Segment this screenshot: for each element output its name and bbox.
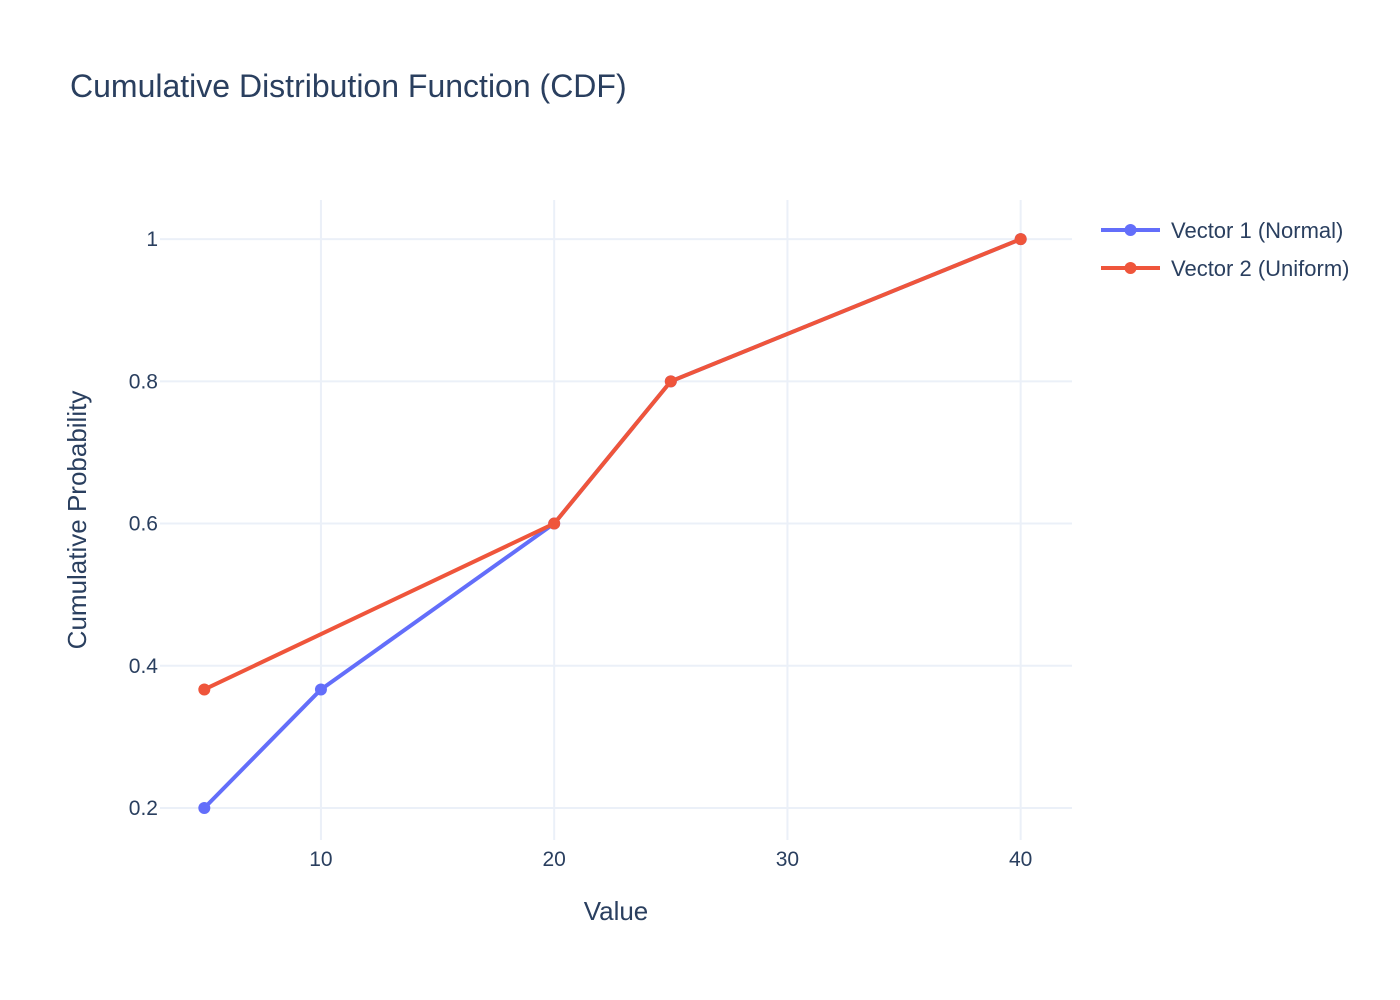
- legend-marker-2: [1124, 262, 1137, 274]
- series-2-point: [548, 517, 561, 530]
- series-line-2: [202, 237, 1023, 692]
- x-tick-label: 40: [1009, 848, 1032, 871]
- y-tick-label: 0.8: [129, 370, 158, 393]
- y-tick-label: 0.4: [129, 655, 159, 678]
- x-axis-title: Value: [584, 896, 649, 926]
- legend-label-1: Vector 1 (Normal): [1171, 218, 1343, 243]
- x-tick-label: 20: [543, 848, 566, 871]
- y-tick-label: 0.6: [129, 513, 158, 536]
- series-2-point: [198, 683, 211, 696]
- series-1-point: [198, 802, 211, 814]
- x-tick-label: 30: [776, 848, 799, 871]
- legend-label-2: Vector 2 (Uniform): [1171, 256, 1350, 281]
- series-layer: [198, 233, 1027, 814]
- x-tick-label: 10: [309, 848, 332, 871]
- grid-layer: [160, 200, 1072, 840]
- legend-marker-1: [1124, 224, 1137, 236]
- legend: Vector 1 (Normal) Vector 2 (Uniform): [1101, 218, 1350, 281]
- series-2-point: [664, 375, 677, 388]
- chart-title: Cumulative Distribution Function (CDF): [70, 68, 627, 104]
- series-2-point: [1014, 233, 1027, 246]
- tick-label-layer: 10 20 30 40 0.2 0.4 0.6 0.8 1: [129, 228, 1033, 871]
- y-tick-label: 0.2: [129, 797, 158, 820]
- y-tick-label: 1: [146, 228, 158, 251]
- series-1-point: [314, 683, 327, 696]
- y-axis-title: Cumulative Probability: [62, 391, 92, 650]
